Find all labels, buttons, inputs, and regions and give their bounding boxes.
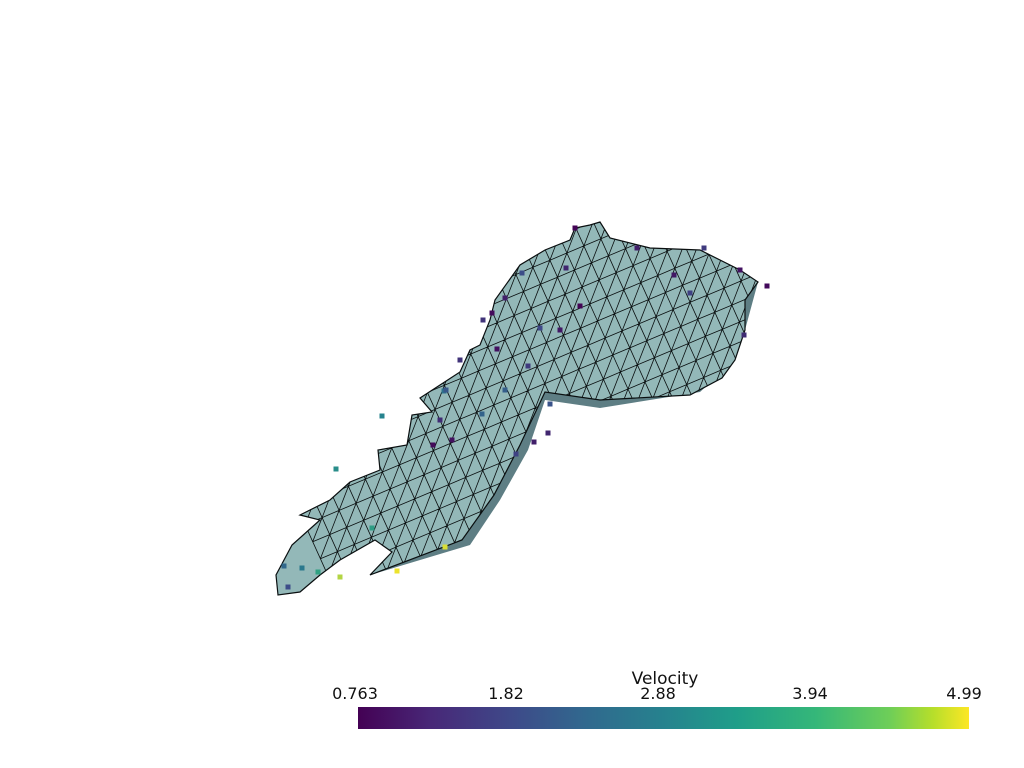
velocity-point xyxy=(764,283,770,289)
velocity-point xyxy=(741,332,747,338)
velocity-point xyxy=(701,245,707,251)
tick-label-2: 1.82 xyxy=(488,684,524,703)
velocity-point xyxy=(547,401,553,407)
velocity-point xyxy=(525,363,531,369)
velocity-point xyxy=(443,387,449,393)
mesh-outline xyxy=(275,221,759,596)
velocity-point xyxy=(437,417,443,423)
scalar-bar: Velocity 0.763 1.82 2.88 3.94 4.99 xyxy=(330,668,990,738)
velocity-point xyxy=(557,327,563,333)
velocity-point xyxy=(502,387,508,393)
velocity-point xyxy=(494,346,500,352)
scalar-bar-title: Velocity xyxy=(631,669,699,689)
velocity-point xyxy=(537,325,543,331)
velocity-point xyxy=(449,437,455,443)
velocity-point xyxy=(563,265,569,271)
velocity-point xyxy=(315,569,321,575)
velocity-point xyxy=(577,303,583,309)
velocity-point xyxy=(502,295,508,301)
velocity-point xyxy=(430,442,436,448)
velocity-point xyxy=(285,584,291,590)
mesh-surface xyxy=(275,221,759,596)
velocity-point xyxy=(299,565,305,571)
velocity-point xyxy=(531,439,537,445)
velocity-point xyxy=(687,290,693,296)
tick-label-3: 2.88 xyxy=(640,684,676,703)
velocity-point xyxy=(442,544,448,550)
velocity-point xyxy=(394,568,400,574)
tick-label-max: 4.99 xyxy=(946,684,982,703)
velocity-point xyxy=(572,225,578,231)
velocity-point xyxy=(671,272,677,278)
velocity-point xyxy=(333,466,339,472)
mesh-top-surface xyxy=(276,222,758,595)
velocity-point xyxy=(634,245,640,251)
velocity-point xyxy=(479,411,485,417)
velocity-point xyxy=(737,267,743,273)
velocity-point xyxy=(369,525,375,531)
velocity-point xyxy=(281,563,287,569)
velocity-point xyxy=(480,317,486,323)
velocity-point xyxy=(489,310,495,316)
tick-label-min: 0.763 xyxy=(332,684,378,703)
tick-label-4: 3.94 xyxy=(792,684,828,703)
colormap-gradient xyxy=(358,707,969,729)
velocity-point xyxy=(457,357,463,363)
velocity-points xyxy=(281,225,770,590)
velocity-point xyxy=(337,574,343,580)
velocity-point xyxy=(519,270,525,276)
velocity-point xyxy=(545,430,551,436)
velocity-point xyxy=(379,413,385,419)
velocity-point xyxy=(513,451,519,457)
